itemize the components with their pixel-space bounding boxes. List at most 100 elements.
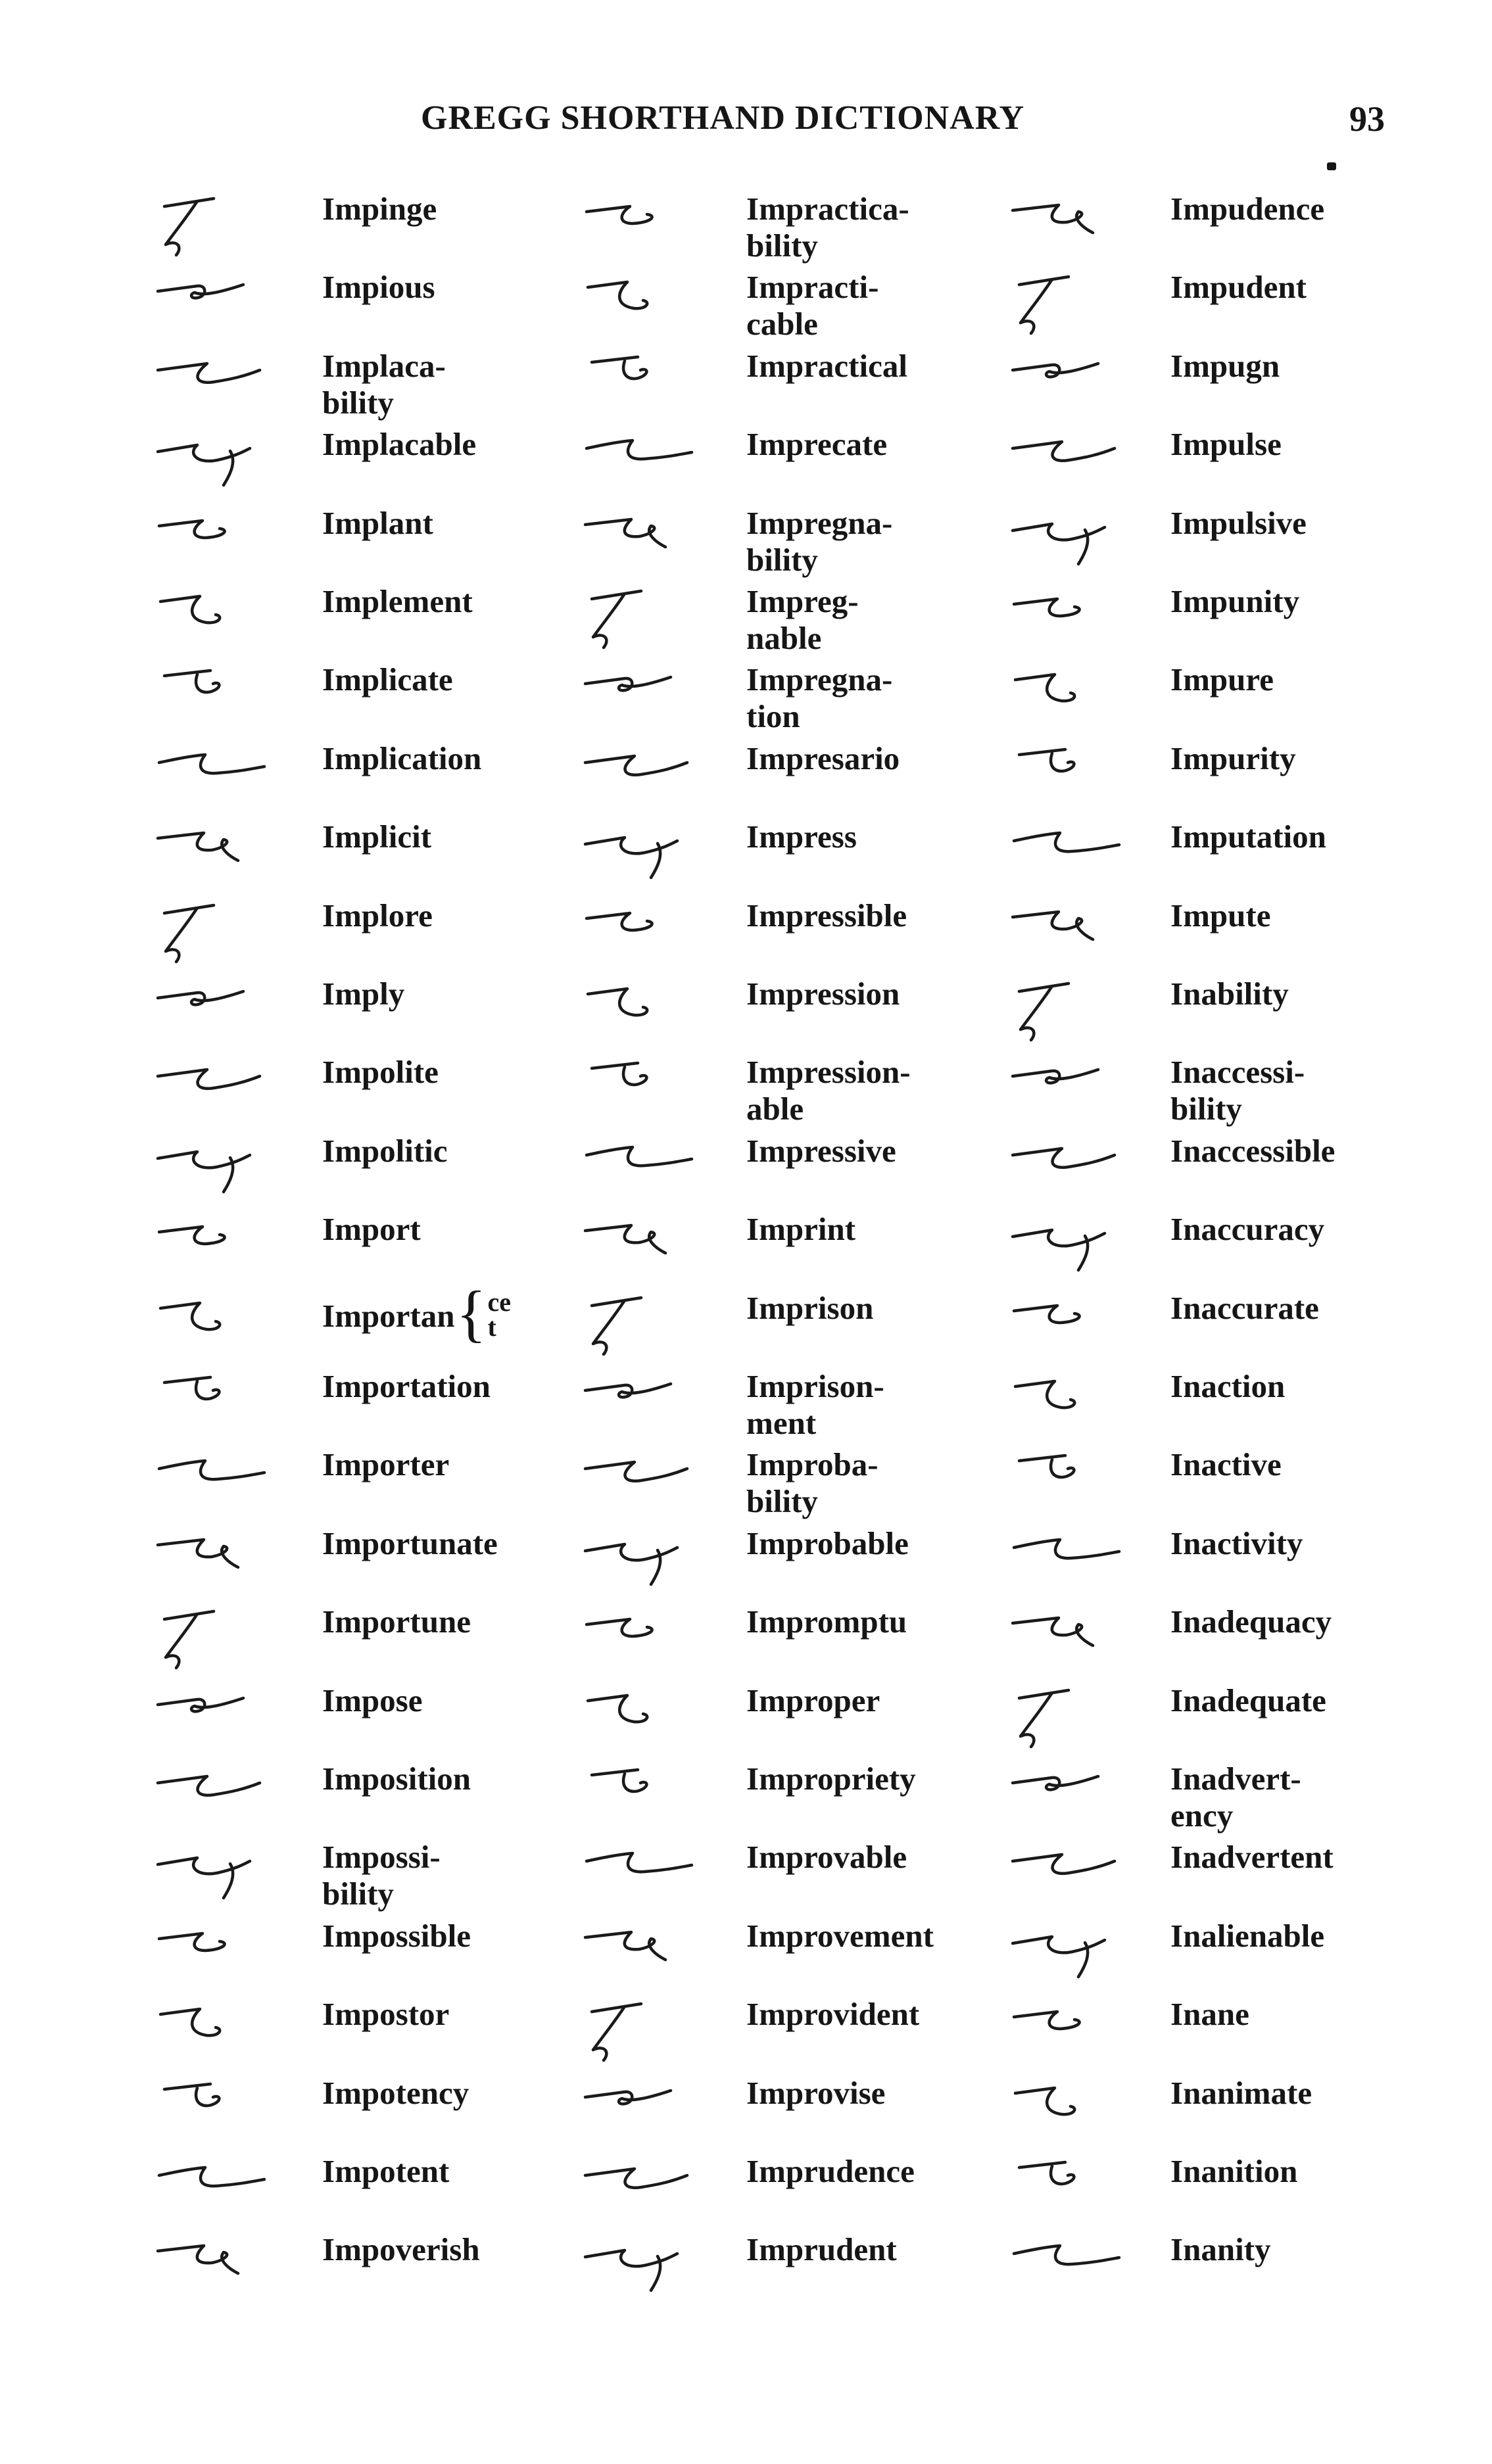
entry-word-base: Importan [322, 1297, 455, 1334]
shorthand-outline [590, 1062, 648, 1087]
shorthand-outline [156, 1696, 245, 1713]
dictionary-entry: Impression [579, 976, 1065, 1054]
entry-word: Impose [322, 1682, 423, 1718]
shorthand-outline [162, 669, 221, 694]
entry-word: Improvement [746, 1917, 934, 1954]
entry-word: Inability [1170, 976, 1289, 1012]
entry-word: Inactive [1170, 1446, 1282, 1483]
shorthand-outline [1017, 982, 1071, 1042]
entry-word: Inaccessible [1170, 1132, 1336, 1169]
entry-word: Improvise [746, 2074, 886, 2111]
dictionary-entry: Impregna- tion [579, 661, 1065, 740]
shorthand-outline [1011, 440, 1117, 463]
entry-word: Impoverish [322, 2231, 480, 2268]
entry-word: Importer [322, 1446, 450, 1483]
shorthand-outline [162, 1609, 216, 1670]
dictionary-entry: Imposition [151, 1761, 638, 1839]
dictionary-entry: Impreg- nable [579, 583, 1065, 662]
dictionary-entry: Inability [1006, 976, 1492, 1054]
shorthand-outline [585, 911, 654, 932]
dictionary-entry: Inanimate [1006, 2075, 1492, 2154]
shorthand-outline [158, 594, 222, 625]
dictionary-entry: Inalienable [1006, 1918, 1492, 1997]
dictionary-entry: Importation [151, 1368, 638, 1447]
shorthand-outline [156, 1538, 240, 1569]
entry-word: Impracti- cable [746, 269, 879, 343]
entry-word: Inadequacy [1170, 1603, 1332, 1640]
dictionary-entry: Imply [151, 976, 638, 1054]
shorthand-outline [583, 517, 667, 548]
shorthand-outline [1012, 597, 1081, 618]
entry-word: Importan{ce t [322, 1281, 511, 1344]
shorthand-outline [1011, 910, 1095, 941]
entry-word: Impunity [1170, 583, 1300, 619]
entry-word: Implicit [322, 818, 432, 855]
entry-word: Improvable [746, 1839, 907, 1876]
dictionary-entry: Impresario [579, 740, 1065, 819]
dictionary-entry: Implore [151, 897, 638, 976]
shorthand-outline [156, 2244, 240, 2275]
shorthand-outline [583, 1223, 667, 1255]
dictionary-entry: Implication [151, 740, 638, 819]
dictionary-entry: Imprecate [579, 426, 1065, 505]
dictionary-entry: Improvident [579, 1996, 1065, 2075]
dictionary-entry: Inaccessible [1006, 1133, 1492, 1212]
shorthand-outline [1011, 1616, 1095, 1647]
dictionary-entry: Impious [151, 269, 638, 348]
dictionary-entry: Impose [151, 1682, 638, 1761]
shorthand-outline [1012, 1538, 1121, 1560]
entry-word: Imputation [1170, 818, 1326, 855]
entry-word: Inadvert- ency [1170, 1761, 1301, 1834]
entry-word: Impossible [322, 1917, 471, 1954]
shorthand-outline [156, 1068, 262, 1091]
dictionary-entry: Inaccessi- bility [1006, 1054, 1492, 1133]
entry-word: Implement [322, 583, 473, 619]
dictionary-entry: Imprison- ment [579, 1368, 1065, 1447]
dictionary-entry: Improbable [579, 1525, 1065, 1604]
ink-mark [1327, 162, 1336, 170]
dictionary-entry: Imprudent [579, 2231, 1065, 2310]
dictionary-entry: Importan{ce t [151, 1281, 638, 1369]
entry-word: Inaction [1170, 1368, 1286, 1404]
entry-word: Impromptu [746, 1603, 907, 1640]
shorthand-outline [157, 1931, 226, 1952]
dictionary-entry: Impotent [151, 2153, 638, 2232]
entry-word: Impolitic [322, 1132, 448, 1169]
shorthand-outline [583, 1542, 679, 1586]
dictionary-entry: Imprint [579, 1211, 1065, 1290]
entry-word: Implore [322, 897, 433, 934]
shorthand-outline [1011, 203, 1095, 235]
dictionary-entry: Implacable [151, 426, 638, 505]
shorthand-outline [583, 2249, 679, 2292]
dictionary-entry: Imprison [579, 1290, 1065, 1369]
dictionary-entry: Inadvertent [1006, 1839, 1492, 1918]
shorthand-outline [1012, 1304, 1081, 1324]
entry-word: Imprison- ment [746, 1368, 884, 1441]
entry-word: Inactivity [1170, 1525, 1303, 1561]
dictionary-entry: Inane [1006, 1996, 1492, 2075]
entry-word: Import [322, 1211, 421, 1248]
dictionary-entry: Impunity [1006, 583, 1492, 662]
shorthand-outline [1011, 1853, 1117, 1876]
shorthand-outline [583, 1461, 689, 1483]
entry-word: Inaccessi- bility [1170, 1054, 1305, 1127]
dictionary-entry: Imprudence [579, 2153, 1065, 2232]
dictionary-entry: Import [151, 1211, 638, 1290]
shorthand-outline [590, 589, 643, 650]
entry-word: Impinge [322, 191, 437, 227]
shorthand-outline [1011, 1774, 1100, 1791]
dictionary-entry: Importune [151, 1603, 638, 1682]
entry-word: Implicate [322, 661, 453, 698]
dictionary-entry: Inadvert- ency [1006, 1761, 1492, 1839]
entry-word: Inane [1170, 1996, 1249, 2033]
entry-word: Impropriety [746, 1761, 916, 1797]
shorthand-outline [1012, 2010, 1081, 2031]
shorthand-outline [157, 1459, 266, 1481]
shorthand-outline [1013, 673, 1076, 703]
shorthand-outline [1012, 831, 1121, 853]
shorthand-outline [157, 2166, 266, 2188]
entry-word: Inanition [1170, 2153, 1298, 2189]
page-title: GREGG SHORTHAND DICTIONARY [421, 99, 1024, 137]
entry-word: Impious [322, 269, 435, 306]
shorthand-outline [585, 1145, 694, 1168]
